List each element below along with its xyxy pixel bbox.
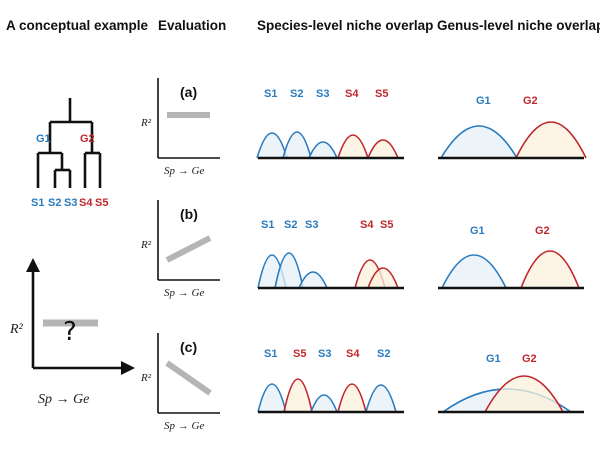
question-mark: ? bbox=[63, 317, 77, 347]
species-label-s5: S5 bbox=[293, 348, 306, 360]
genus-label-g2: G2 bbox=[522, 353, 537, 365]
evaluation-panel-c: (c) R² Sp → Ge bbox=[140, 333, 220, 432]
species-label-s2: S2 bbox=[377, 348, 390, 360]
species-label-s4: S4 bbox=[346, 348, 360, 360]
evaluation-panel-a: (a) R² Sp → Ge bbox=[140, 78, 220, 177]
tree-label-s2: S2 bbox=[48, 197, 61, 209]
species-label-s4: S4 bbox=[345, 88, 359, 100]
species-label-s5: S5 bbox=[375, 88, 388, 100]
species-label-s2: S2 bbox=[284, 219, 297, 231]
species-niche-curve-s2 bbox=[282, 131, 312, 159]
concept-x-arrow bbox=[121, 361, 135, 375]
tree-label-g1: G1 bbox=[36, 133, 51, 145]
species-niche-curve-s3 bbox=[308, 141, 338, 159]
species-label-s3: S3 bbox=[318, 348, 331, 360]
evaluation-panel-b: (b) R² Sp → Ge bbox=[140, 200, 220, 299]
genus-label-g2: G2 bbox=[535, 225, 550, 237]
tree-label-s1: S1 bbox=[31, 197, 44, 209]
header-genus-overlap: Genus-level niche overlap bbox=[437, 18, 600, 33]
concept-y-label: R² bbox=[9, 322, 24, 337]
species-niche-curve-s5 bbox=[367, 139, 399, 159]
species-niche-curve-s3 bbox=[298, 271, 328, 289]
species-label-s1: S1 bbox=[264, 348, 277, 360]
genus-niche-curve-g2 bbox=[484, 375, 564, 413]
eval-trend-line bbox=[165, 360, 212, 396]
tree-label-s3: S3 bbox=[64, 197, 77, 209]
species-label-s2: S2 bbox=[290, 88, 303, 100]
species-label-s4: S4 bbox=[360, 219, 374, 231]
tree-label-s4: S4 bbox=[79, 197, 93, 209]
genus-label-g2: G2 bbox=[523, 95, 538, 107]
eval-y-label: R² bbox=[140, 117, 152, 129]
species-panel-b: S1 S2 S3 S4 S5 bbox=[257, 219, 404, 290]
species-overlap-panels: S1 S2 S3 S4 S5 S1 S2 S3 S4 S5 S1 S5 S3 S4 S2 bbox=[256, 88, 404, 414]
species-label-s1: S1 bbox=[261, 219, 274, 231]
genus-overlap-panels: G1 G2 G1 G2 G1 G2 bbox=[438, 95, 587, 414]
header-evaluation: Evaluation bbox=[158, 18, 226, 33]
species-label-s5: S5 bbox=[380, 219, 393, 231]
species-panel-a: S1 S2 S3 S4 S5 bbox=[256, 88, 404, 160]
genus-niche-curve-g2 bbox=[515, 121, 587, 159]
header-species-overlap: Species-level niche overlap bbox=[257, 18, 433, 33]
header-conceptual-example: A conceptual example bbox=[6, 18, 149, 33]
eval-x-label: Sp → Ge bbox=[164, 287, 204, 299]
eval-trend-line bbox=[165, 235, 212, 263]
species-niche-curve-s1 bbox=[257, 383, 287, 413]
tree-label-s5: S5 bbox=[95, 197, 108, 209]
eval-panel-label: (b) bbox=[180, 206, 198, 222]
genus-label-g1: G1 bbox=[470, 225, 485, 237]
genus-panel-a: G1 G2 bbox=[438, 95, 587, 160]
concept-axes bbox=[26, 258, 135, 375]
species-panel-c: S1 S5 S3 S4 S2 bbox=[257, 348, 404, 414]
genus-panel-b: G1 G2 bbox=[438, 225, 584, 290]
tree-label-g2: G2 bbox=[80, 133, 95, 145]
eval-y-label: R² bbox=[140, 372, 152, 384]
species-niche-curve-s1 bbox=[256, 132, 288, 159]
evaluation-panels: (a) R² Sp → Ge (b) R² Sp → Ge (c) R² Sp → Ge bbox=[140, 78, 220, 432]
genus-niche-curve-g1 bbox=[441, 254, 507, 289]
concept-y-arrow bbox=[26, 258, 40, 272]
eval-x-label: Sp → Ge bbox=[164, 420, 204, 432]
concept-x-label: Sp → Ge bbox=[38, 392, 89, 407]
species-niche-curve-s5 bbox=[283, 378, 313, 413]
species-niche-curve-s2 bbox=[365, 384, 397, 413]
species-niche-curve-s3 bbox=[310, 394, 338, 413]
genus-niche-curve-g2 bbox=[520, 250, 580, 289]
species-niche-curve-s2 bbox=[274, 252, 304, 289]
phylogenetic-tree bbox=[36, 98, 102, 188]
genus-label-g1: G1 bbox=[486, 353, 501, 365]
eval-panel-label: (a) bbox=[180, 84, 197, 100]
genus-niche-curve-g1 bbox=[440, 125, 518, 159]
eval-panel-label: (c) bbox=[180, 339, 197, 355]
species-label-s3: S3 bbox=[316, 88, 329, 100]
eval-x-label: Sp → Ge bbox=[164, 165, 204, 177]
species-label-s3: S3 bbox=[305, 219, 318, 231]
species-niche-curve-s5 bbox=[367, 267, 399, 289]
genus-label-g1: G1 bbox=[476, 95, 491, 107]
genus-panel-c: G1 G2 bbox=[438, 353, 584, 414]
eval-y-label: R² bbox=[140, 239, 152, 251]
species-niche-curve-s4 bbox=[337, 134, 369, 159]
species-niche-curve-s4 bbox=[337, 383, 367, 413]
species-label-s1: S1 bbox=[264, 88, 277, 100]
